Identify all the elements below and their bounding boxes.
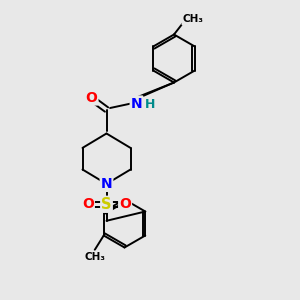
- Text: N: N: [101, 177, 112, 191]
- Text: O: O: [119, 197, 131, 211]
- Text: N: N: [131, 97, 142, 110]
- Text: O: O: [82, 197, 94, 211]
- Text: O: O: [85, 91, 98, 104]
- Text: H: H: [145, 98, 155, 112]
- Text: S: S: [101, 197, 112, 212]
- Text: CH₃: CH₃: [182, 14, 203, 25]
- Text: CH₃: CH₃: [84, 251, 105, 262]
